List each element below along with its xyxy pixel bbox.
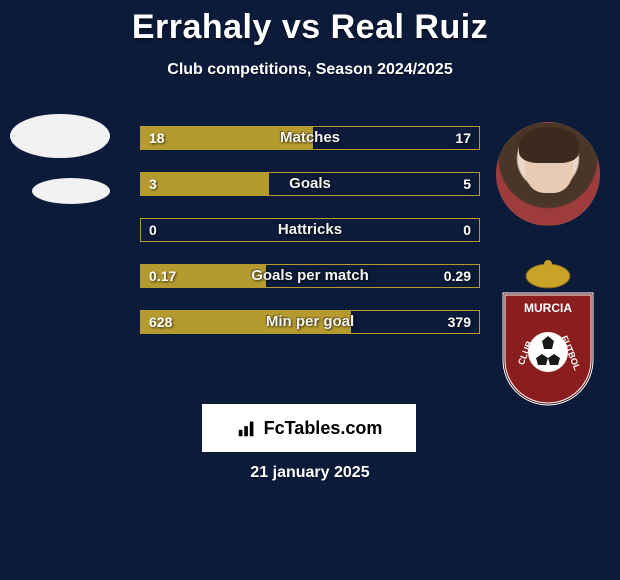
brand-text: FcTables.com (264, 418, 383, 439)
crest-text-top: MURCIA (524, 301, 572, 315)
stat-label: Matches (141, 127, 479, 149)
stat-row-goals-per-match: 0.17 Goals per match 0.29 (140, 264, 480, 288)
stat-label: Goals (141, 173, 479, 195)
stat-label: Hattricks (141, 219, 479, 241)
stat-label: Goals per match (141, 265, 479, 287)
stat-right-value: 0.29 (444, 265, 471, 287)
club-crest-right: MURCIA CLUB FUTBOL (498, 258, 598, 408)
stat-right-value: 5 (463, 173, 471, 195)
stat-row-hattricks: 0 Hattricks 0 (140, 218, 480, 242)
stat-right-value: 379 (448, 311, 471, 333)
date-text: 21 january 2025 (0, 464, 620, 482)
fctables-brand-link[interactable]: FcTables.com (202, 404, 416, 452)
stat-right-value: 17 (455, 127, 471, 149)
bar-chart-icon (236, 417, 258, 439)
player-left-placeholder-2 (32, 178, 110, 204)
player-right-avatar (496, 122, 600, 226)
page-title: Errahaly vs Real Ruiz (0, 0, 620, 47)
stat-row-matches: 18 Matches 17 (140, 126, 480, 150)
stat-row-min-per-goal: 628 Min per goal 379 (140, 310, 480, 334)
stat-label: Min per goal (141, 311, 479, 333)
player-left-placeholder-1 (10, 114, 110, 158)
stat-row-goals: 3 Goals 5 (140, 172, 480, 196)
stat-right-value: 0 (463, 219, 471, 241)
stats-container: 18 Matches 17 3 Goals 5 0 Hattricks 0 0.… (140, 126, 480, 356)
subtitle: Club competitions, Season 2024/2025 (0, 61, 620, 79)
